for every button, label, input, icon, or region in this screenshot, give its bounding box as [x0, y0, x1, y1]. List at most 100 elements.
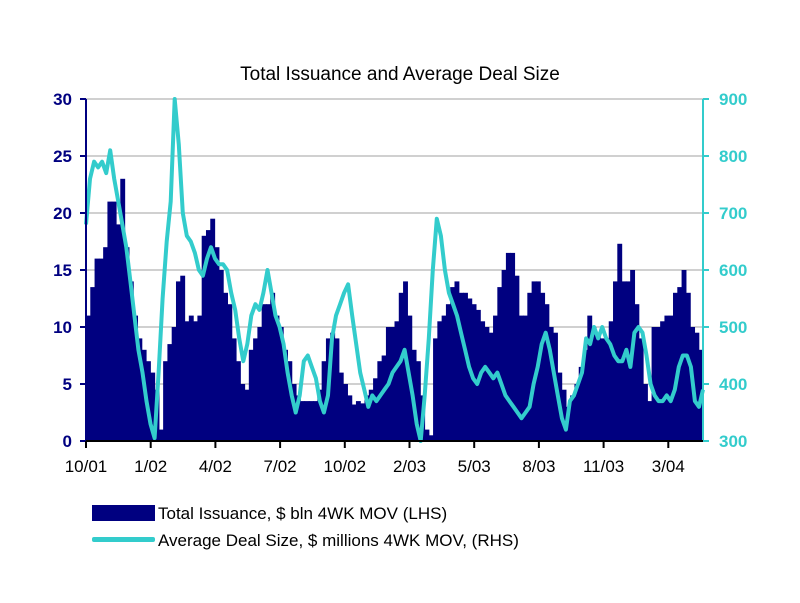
axes: 0 5 10 15 20 25 30 300 400 500 600 700 800 900 10/01 1/… — [53, 90, 747, 476]
issuance-bar — [488, 332, 494, 441]
issuance-bar — [544, 304, 550, 441]
issuance-bar — [214, 247, 220, 441]
issuance-bar — [424, 429, 430, 441]
issuance-bar — [497, 287, 503, 441]
issuance-bar — [253, 338, 258, 441]
issuance-bar — [638, 338, 644, 441]
issuance-bar — [128, 281, 134, 441]
issuance-bar — [137, 338, 143, 441]
issuance-bar — [133, 315, 139, 441]
issuance-bar — [120, 178, 126, 442]
issuance-bar — [651, 327, 657, 441]
issuance-bar — [244, 389, 250, 441]
issuance-bar — [265, 304, 271, 441]
issuance-bar — [115, 224, 121, 441]
issuance-bar — [518, 315, 524, 441]
right-tick-label: 300 — [719, 432, 747, 451]
issuance-bar — [574, 384, 580, 441]
issuance-bar — [338, 372, 344, 441]
left-tick-label: 10 — [53, 318, 72, 337]
issuance-bar — [308, 401, 314, 441]
issuance-bar — [158, 429, 164, 441]
left-tick-label: 25 — [53, 147, 72, 166]
chart-title: Total Issuance and Average Deal Size — [240, 64, 560, 85]
issuance-bar — [193, 321, 199, 441]
issuance-bar — [373, 378, 378, 441]
issuance-bar — [201, 235, 207, 441]
issuance-bar — [694, 332, 700, 441]
issuance-bar — [321, 361, 327, 441]
right-tick-label: 900 — [719, 90, 747, 109]
issuance-bar — [210, 218, 216, 441]
issuance-bar — [330, 332, 336, 441]
left-tick-label: 30 — [53, 90, 72, 109]
issuance-bar — [257, 327, 263, 441]
issuance-bar — [458, 292, 464, 441]
issuance-bar — [433, 338, 438, 441]
issuance-bar — [274, 315, 280, 441]
issuance-bar — [604, 338, 610, 441]
legend-swatch-issuance — [92, 505, 155, 521]
issuance-bar — [197, 315, 203, 441]
issuance-bar — [587, 315, 593, 441]
issuance-bar — [578, 366, 584, 441]
deal-size-line-path — [84, 97, 705, 443]
issuance-bar — [673, 292, 678, 441]
issuance-bar — [240, 384, 246, 441]
issuance-bar — [223, 292, 228, 441]
issuance-bar — [295, 395, 301, 441]
issuance-bar — [600, 338, 606, 441]
issuance-bar — [570, 395, 576, 441]
issuance-bar — [227, 304, 233, 441]
issuance-bar — [510, 252, 516, 441]
issuance-bar — [218, 270, 224, 441]
issuance-bar — [334, 338, 340, 441]
issuance-bar — [634, 304, 640, 441]
issuance-bar — [283, 349, 288, 441]
issuance-bar — [180, 275, 186, 441]
issuance-bar — [184, 321, 190, 441]
issuance-bars — [86, 178, 704, 442]
issuance-bar — [660, 321, 666, 441]
issuance-bar — [655, 327, 661, 441]
issuance-bar — [471, 304, 477, 441]
issuance-bar — [591, 327, 597, 441]
issuance-bar — [205, 230, 211, 441]
issuance-bar — [107, 201, 113, 441]
legend-swatch-deal-size — [92, 537, 155, 542]
issuance-bar — [664, 315, 670, 441]
right-tick-label: 700 — [719, 204, 747, 223]
legend-label-issuance: Total Issuance, $ bln 4WK MOV (LHS) — [158, 504, 447, 523]
x-tick-label: 4/02 — [199, 457, 232, 476]
issuance-bar — [103, 247, 109, 441]
issuance-bar — [300, 401, 306, 441]
issuance-bar — [270, 292, 276, 441]
issuance-bar — [561, 389, 567, 441]
issuance-bar — [685, 292, 691, 441]
issuance-bar — [278, 327, 284, 441]
issuance-bar — [368, 389, 374, 441]
issuance-bar — [514, 275, 520, 441]
x-tick-label: 10/01 — [65, 457, 108, 476]
issuance-bar — [463, 292, 468, 441]
x-tick-label: 1/02 — [134, 457, 167, 476]
issuance-bar — [445, 304, 451, 441]
issuance-bar — [583, 349, 588, 441]
issuance-bar — [364, 395, 370, 441]
issuance-bar — [150, 372, 156, 441]
issuance-bar — [351, 404, 357, 441]
x-tick-label: 11/03 — [583, 457, 624, 476]
issuance-bar — [317, 389, 323, 441]
issuance-bar — [523, 315, 528, 441]
issuance-bar — [124, 247, 130, 441]
issuance-bar — [415, 361, 421, 441]
issuance-bar — [531, 281, 537, 441]
issuance-bar — [347, 395, 353, 441]
legend-label-deal-size: Average Deal Size, $ millions 4WK MOV, (… — [158, 531, 519, 550]
issuance-bar — [540, 292, 546, 441]
issuance-bar — [428, 435, 434, 441]
x-tick-label: 5/03 — [458, 457, 491, 476]
issuance-bar — [304, 401, 310, 441]
issuance-bar — [171, 327, 177, 441]
